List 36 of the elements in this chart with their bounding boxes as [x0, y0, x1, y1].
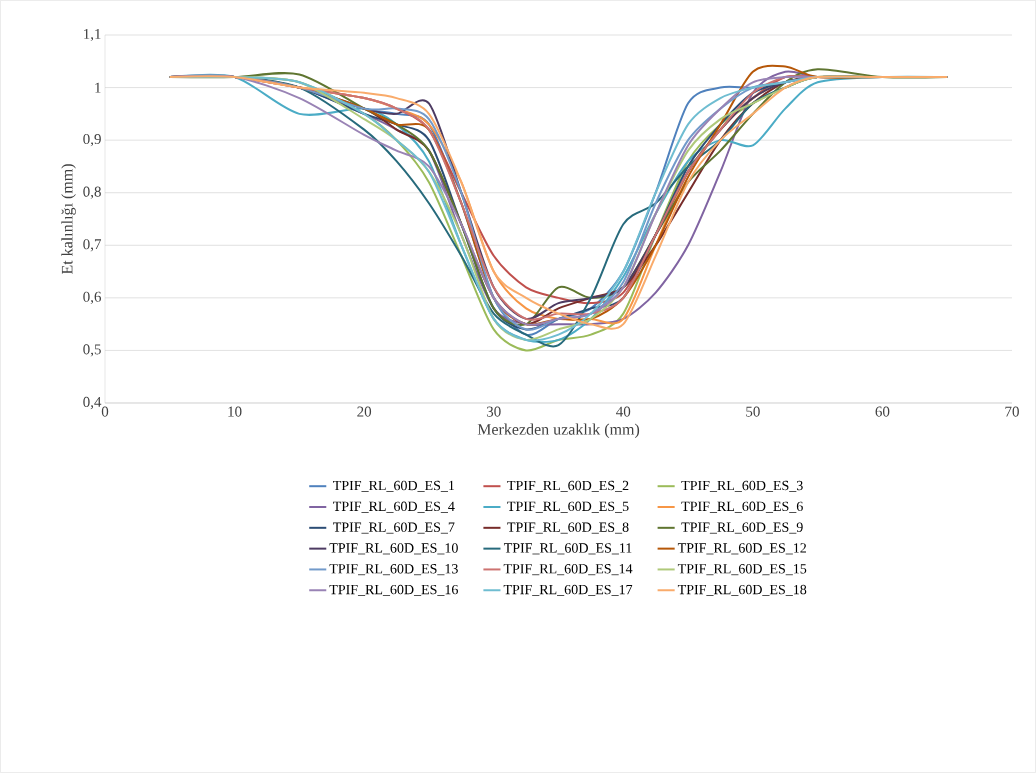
legend-label: TPIF_RL_60D_ES_1 — [333, 480, 455, 492]
y-tick-label: 0,9 — [83, 134, 101, 147]
x-tick-label: 50 — [746, 406, 760, 417]
legend-label: TPIF_RL_60D_ES_14 — [503, 564, 633, 576]
legend-label: TPIF_RL_60D_ES_6 — [681, 501, 803, 513]
legend-label: TPIF_RL_60D_ES_4 — [333, 501, 455, 513]
x-axis-title: Merkezden uzaklık (mm) — [477, 423, 640, 439]
y-tick-label: 0,7 — [83, 239, 102, 252]
legend-label: TPIF_RL_60D_ES_7 — [333, 522, 455, 534]
legend-label: TPIF_RL_60D_ES_5 — [507, 501, 629, 513]
y-tick-label: 1 — [95, 82, 101, 93]
legend-label: TPIF_RL_60D_ES_18 — [677, 584, 807, 596]
x-tick-label: 60 — [875, 406, 890, 417]
x-tick-label: 30 — [486, 406, 501, 417]
legend-label: TPIF_RL_60D_ES_10 — [329, 543, 458, 555]
legend-label: TPIF_RL_60D_ES_3 — [681, 480, 803, 492]
legend-label: TPIF_RL_60D_ES_12 — [677, 543, 807, 555]
y-tick-label: 0,6 — [83, 291, 102, 304]
x-tick-label: 10 — [228, 406, 242, 417]
legend-label: TPIF_RL_60D_ES_9 — [681, 522, 803, 534]
y-tick-label: 1,1 — [84, 28, 101, 42]
x-tick-label: 40 — [616, 406, 631, 417]
legend-label: TPIF_RL_60D_ES_17 — [503, 584, 633, 596]
x-tick-label: 0 — [101, 406, 109, 417]
legend-label: TPIF_RL_60D_ES_11 — [503, 543, 632, 555]
legend-label: TPIF_RL_60D_ES_8 — [507, 522, 629, 534]
legend-label: TPIF_RL_60D_ES_2 — [507, 480, 629, 492]
y-tick-label: 0,8 — [83, 186, 101, 199]
legend-label: TPIF_RL_60D_ES_15 — [677, 564, 807, 576]
y-tick-label: 0,4 — [83, 396, 102, 410]
legend-label: TPIF_RL_60D_ES_13 — [329, 564, 458, 576]
x-tick-label: 20 — [357, 406, 372, 417]
y-axis-title: Et kalınlığı (mm) — [61, 164, 76, 275]
legend-label: TPIF_RL_60D_ES_16 — [329, 584, 458, 596]
y-tick-label: 0,5 — [83, 344, 101, 357]
x-tick-label: 70 — [1005, 406, 1019, 417]
